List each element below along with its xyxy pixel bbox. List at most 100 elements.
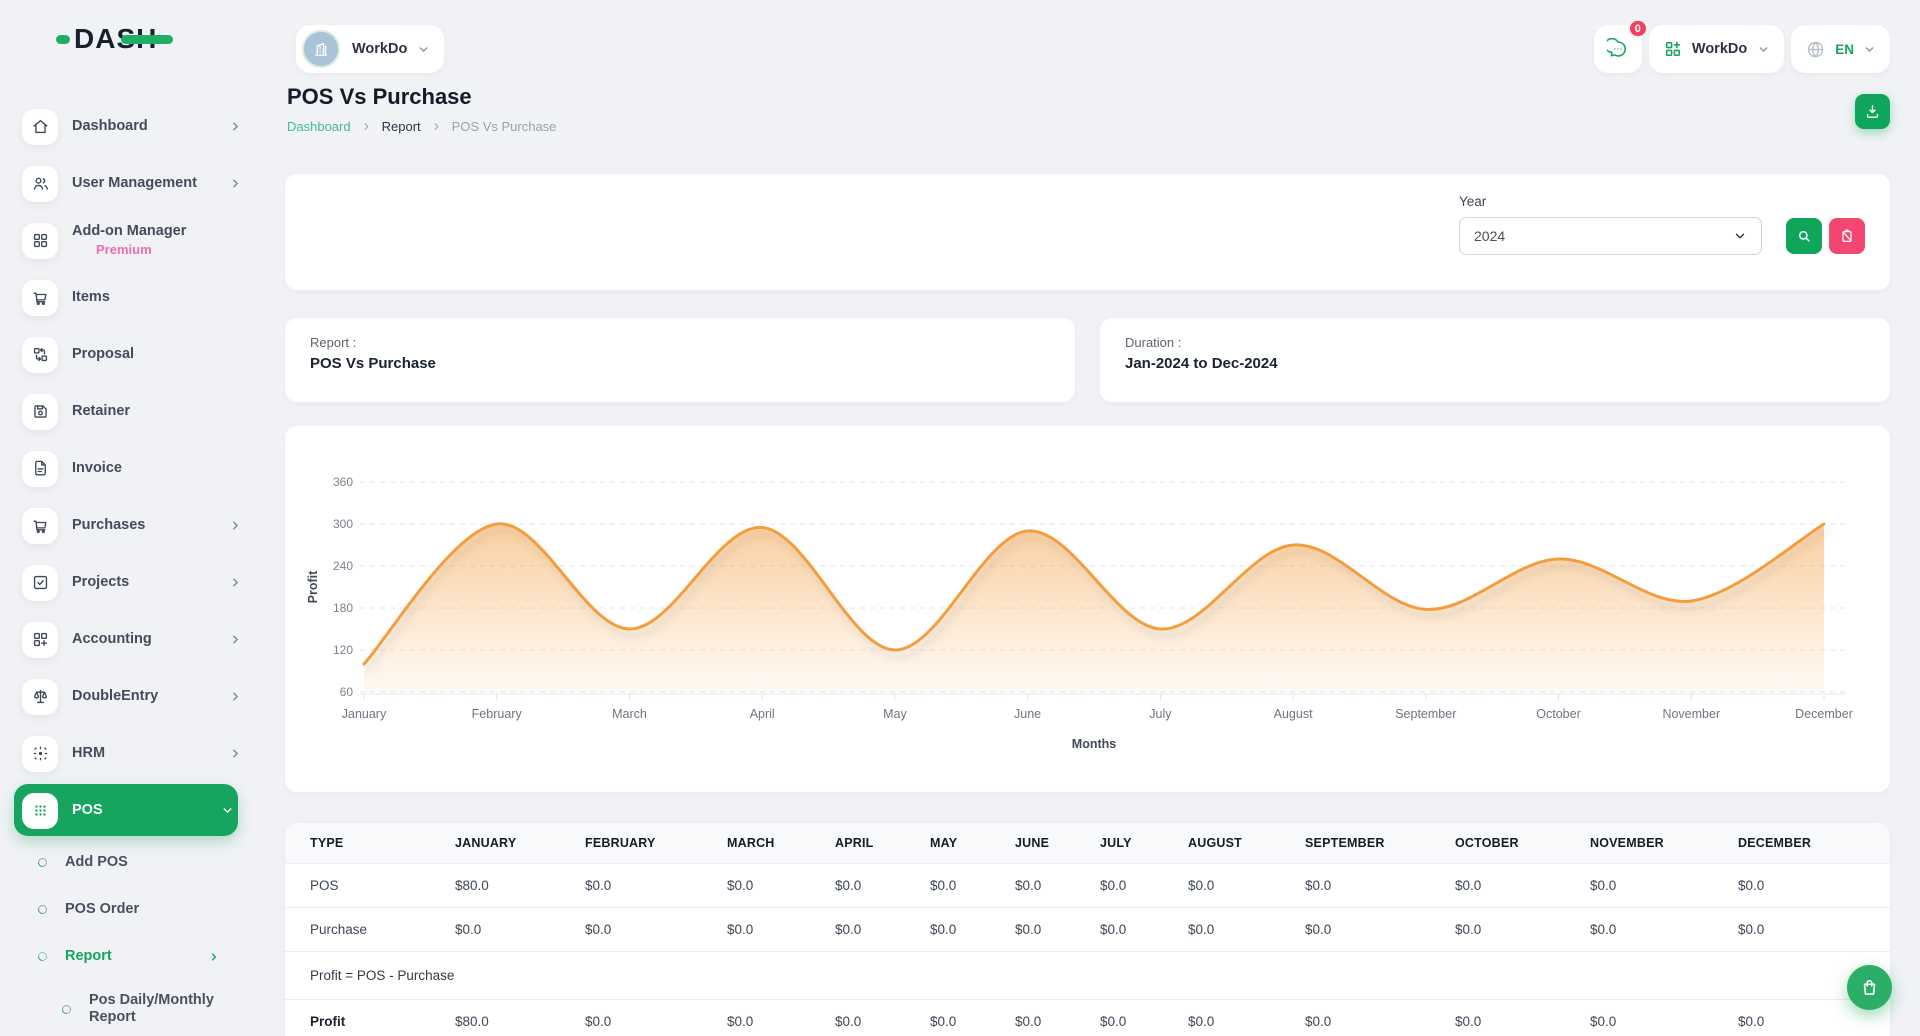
language-selector[interactable]: EN	[1791, 25, 1890, 73]
sidebar-item-items[interactable]: Items	[0, 269, 260, 326]
sidebar-item-label: Accounting	[72, 631, 152, 648]
breadcrumb-separator-icon	[431, 121, 442, 132]
profit-chart-card: 60120180240300360JanuaryFebruaryMarchApr…	[285, 426, 1890, 792]
column-header-october[interactable]: OCTOBER	[1430, 823, 1565, 864]
sidebar-item-accounting[interactable]: Accounting	[0, 611, 260, 668]
sidebar-item-projects[interactable]: Projects	[0, 554, 260, 611]
column-header-february[interactable]: FEBRUARY	[560, 823, 702, 864]
svg-text:December: December	[1795, 707, 1853, 721]
sidebar-item-add-on-manager[interactable]: Add-on ManagerPremium	[0, 212, 260, 269]
check-square-icon	[31, 573, 50, 592]
sidebar-subitem-add-pos[interactable]: Add POS	[0, 839, 260, 886]
sidebar-subitem-pos-daily-monthly-report[interactable]: Pos Daily/Monthly Report	[0, 980, 260, 1036]
column-header-november[interactable]: NOVEMBER	[1565, 823, 1713, 864]
cell-value: $0.0	[1075, 908, 1163, 952]
report-value: POS Vs Purchase	[310, 355, 1050, 372]
svg-text:September: September	[1395, 707, 1456, 721]
sidebar-subitem-pos-order[interactable]: POS Order	[0, 886, 260, 933]
column-header-june[interactable]: JUNE	[990, 823, 1075, 864]
messages-button[interactable]: 0	[1594, 25, 1642, 73]
app-switcher[interactable]: WorkDo	[1649, 25, 1784, 73]
cell-value: $0.0	[810, 1000, 905, 1036]
column-header-august[interactable]: AUGUST	[1163, 823, 1280, 864]
sidebar-item-label: Purchases	[72, 517, 145, 534]
sidebar-item-proposal[interactable]: Proposal	[0, 326, 260, 383]
breadcrumb-item-dashboard[interactable]: Dashboard	[287, 119, 351, 134]
sidebar-item-hrm[interactable]: HRM	[0, 725, 260, 782]
cell-value: $0.0	[1713, 908, 1890, 952]
svg-text:April: April	[750, 707, 775, 721]
column-header-may[interactable]: MAY	[905, 823, 990, 864]
sidebar-item-pos[interactable]: POS	[0, 782, 260, 839]
report-summary-card: Report : POS Vs Purchase	[285, 318, 1075, 402]
cell-value: $0.0	[1430, 908, 1565, 952]
column-header-july[interactable]: JULY	[1075, 823, 1163, 864]
cell-value: $0.0	[702, 908, 810, 952]
row-label: Purchase	[285, 908, 430, 952]
cell-value: $0.0	[702, 1000, 810, 1036]
sidebar-item-label: Invoice	[72, 460, 122, 477]
app-switcher-label: WorkDo	[1692, 41, 1747, 57]
reset-filter-button[interactable]	[1829, 218, 1865, 254]
file-icon	[22, 451, 58, 487]
bullet-icon	[36, 950, 49, 963]
bullet-icon	[36, 903, 49, 916]
scales-icon	[22, 679, 58, 715]
sidebar-item-user-management[interactable]: User Management	[0, 155, 260, 212]
sidebar-subitem-report[interactable]: Report	[0, 933, 260, 980]
sidebar-item-invoice[interactable]: Invoice	[0, 440, 260, 497]
cart-icon	[22, 280, 58, 316]
svg-text:March: March	[612, 707, 647, 721]
column-header-april[interactable]: APRIL	[810, 823, 905, 864]
year-filter-label: Year	[1459, 194, 1865, 209]
filter-card: Year 2024	[285, 174, 1890, 290]
cart-icon	[22, 508, 58, 544]
table-note-row: Profit = POS - Purchase	[285, 952, 1890, 1000]
row-label: POS	[285, 864, 430, 908]
apply-filter-button[interactable]	[1786, 218, 1822, 254]
brand-logo[interactable]: DASH	[56, 22, 157, 56]
svg-text:February: February	[472, 707, 523, 721]
breadcrumb-item-report[interactable]: Report	[382, 119, 421, 134]
building-icon	[311, 39, 331, 59]
cell-value: $0.0	[430, 908, 560, 952]
cell-value: $0.0	[990, 1000, 1075, 1036]
svg-text:June: June	[1014, 707, 1041, 721]
sidebar-item-doubleentry[interactable]: DoubleEntry	[0, 668, 260, 725]
page-title: POS Vs Purchase	[287, 84, 472, 110]
clear-filter-icon	[1839, 228, 1855, 244]
search-icon	[1796, 228, 1812, 244]
download-button[interactable]	[1855, 94, 1890, 129]
svg-text:July: July	[1149, 707, 1172, 721]
cell-value: $0.0	[1280, 864, 1430, 908]
svg-text:180: 180	[333, 601, 353, 615]
sidebar-item-dashboard[interactable]: Dashboard	[0, 98, 260, 155]
svg-text:240: 240	[333, 559, 353, 573]
breadcrumb-item-pos-vs-purchase: POS Vs Purchase	[452, 119, 557, 134]
column-header-january[interactable]: JANUARY	[430, 823, 560, 864]
sidebar-item-label: User Management	[72, 175, 197, 192]
cell-value: $0.0	[1075, 1000, 1163, 1036]
cart-icon	[31, 516, 50, 535]
cell-value: $0.0	[1163, 864, 1280, 908]
header-actions: 0 WorkDo EN	[1594, 25, 1890, 73]
pos-cart-fab[interactable]	[1847, 965, 1892, 1010]
sidebar-item-purchases[interactable]: Purchases	[0, 497, 260, 554]
grid-plus-icon	[31, 630, 50, 649]
column-header-type[interactable]: TYPE	[285, 823, 430, 864]
sidebar-item-retainer[interactable]: Retainer	[0, 383, 260, 440]
proposal-icon	[31, 345, 50, 364]
breadcrumb: Dashboard Report POS Vs Purchase	[287, 119, 556, 134]
file-icon	[31, 459, 50, 478]
year-select[interactable]: 2024	[1459, 217, 1762, 255]
svg-text:November: November	[1662, 707, 1720, 721]
cell-value: $0.0	[702, 864, 810, 908]
svg-text:August: August	[1274, 707, 1313, 721]
sidebar-item-label: POS	[72, 802, 103, 819]
sidebar-item-label: Proposal	[72, 346, 134, 363]
workspace-selector[interactable]: WorkDo	[296, 25, 444, 73]
column-header-december[interactable]: DECEMBER	[1713, 823, 1890, 864]
column-header-september[interactable]: SEPTEMBER	[1280, 823, 1430, 864]
column-header-march[interactable]: MARCH	[702, 823, 810, 864]
sidebar-menu: Dashboard User Management Add-on ManagerPr…	[0, 98, 260, 1036]
